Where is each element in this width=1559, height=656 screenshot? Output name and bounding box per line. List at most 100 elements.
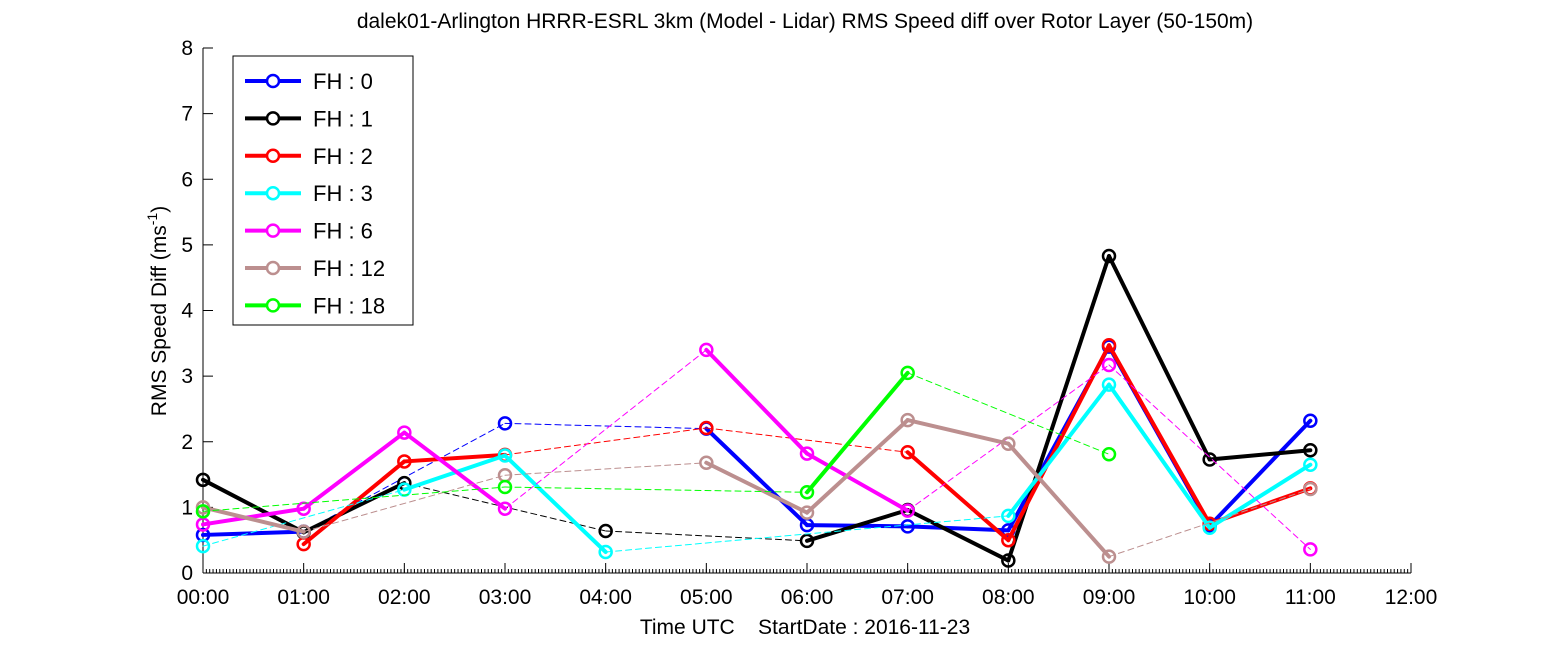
y-tick-label: 8 bbox=[181, 37, 193, 60]
y-tick-label: 1 bbox=[181, 496, 193, 519]
series-segment bbox=[202, 486, 506, 512]
series-segment bbox=[1107, 343, 1212, 526]
data-point bbox=[699, 342, 714, 358]
data-point bbox=[900, 365, 915, 381]
series-segment bbox=[1006, 441, 1111, 559]
y-tick-label: 0 bbox=[181, 562, 193, 585]
data-point bbox=[296, 501, 311, 516]
x-tick-label: 09:00 bbox=[1083, 586, 1136, 609]
y-tick-label: 2 bbox=[181, 431, 193, 454]
x-tick-label: 01:00 bbox=[277, 586, 330, 609]
x-tick-label: 11:00 bbox=[1285, 586, 1336, 609]
x-tick-label: 05:00 bbox=[680, 586, 733, 609]
series-segment bbox=[805, 418, 910, 515]
series-segment bbox=[1107, 254, 1212, 462]
series-segment bbox=[1207, 448, 1313, 462]
series-segment bbox=[1207, 418, 1313, 528]
data-point bbox=[900, 519, 915, 534]
series-segment bbox=[504, 427, 707, 456]
series-segment bbox=[805, 451, 910, 513]
data-point bbox=[1101, 446, 1117, 462]
data-point bbox=[799, 533, 815, 549]
data-point bbox=[1101, 338, 1117, 353]
data-point bbox=[1303, 542, 1318, 557]
chart-title: dalek01-Arlington HRRR-ESRL 3km (Model -… bbox=[357, 10, 1253, 33]
legend-label: FH : 18 bbox=[313, 293, 385, 318]
data-point bbox=[1303, 413, 1318, 428]
data-point bbox=[497, 416, 513, 431]
data-point bbox=[799, 485, 815, 500]
series-segment bbox=[503, 453, 608, 554]
series-segment bbox=[301, 459, 407, 547]
series-segment bbox=[704, 460, 809, 515]
x-tick-label: 07:00 bbox=[881, 586, 934, 609]
series-segment bbox=[905, 450, 1011, 543]
data-point bbox=[397, 454, 412, 469]
y-tick-label: 4 bbox=[181, 300, 193, 323]
data-point bbox=[497, 501, 513, 516]
series-segment bbox=[705, 427, 909, 453]
series-segment bbox=[1006, 343, 1111, 543]
legend-swatch-marker bbox=[265, 111, 281, 126]
plot-area bbox=[195, 248, 1318, 568]
y-axis-label: RMS Speed Diff (ms-1) bbox=[144, 206, 171, 416]
legend-swatch-marker bbox=[265, 260, 281, 276]
series-segment bbox=[201, 477, 306, 535]
legend-label: FH : 6 bbox=[313, 219, 373, 244]
data-point bbox=[397, 482, 412, 497]
legend-swatch-marker bbox=[265, 185, 281, 201]
series-segment bbox=[605, 530, 808, 542]
series-segment bbox=[201, 529, 306, 537]
series-segment bbox=[402, 430, 507, 511]
series-segment bbox=[303, 474, 506, 533]
data-point bbox=[1001, 553, 1016, 568]
data-point bbox=[598, 544, 613, 560]
data-point bbox=[1101, 377, 1117, 392]
series-segment bbox=[201, 506, 306, 527]
legend-box bbox=[232, 55, 414, 326]
data-point bbox=[699, 420, 714, 436]
data-point bbox=[799, 505, 815, 520]
legend-label: FH : 2 bbox=[313, 144, 373, 169]
series-segment bbox=[301, 481, 407, 535]
series-segment bbox=[201, 505, 306, 534]
data-point bbox=[1001, 508, 1016, 524]
series-segment bbox=[805, 508, 910, 543]
data-point bbox=[1202, 520, 1217, 535]
series-segment bbox=[1108, 364, 1311, 550]
y-tick-label: 7 bbox=[181, 103, 193, 126]
data-point bbox=[699, 455, 714, 470]
y-tick-label: 5 bbox=[181, 234, 193, 257]
data-point bbox=[497, 448, 513, 463]
data-point bbox=[397, 425, 412, 440]
series-segment bbox=[905, 508, 1011, 563]
x-tick-label: 08:00 bbox=[982, 586, 1035, 609]
data-point bbox=[1101, 549, 1117, 564]
data-point bbox=[1001, 532, 1016, 548]
legend-label: FH : 1 bbox=[313, 106, 373, 131]
legend-label: FH : 0 bbox=[313, 69, 373, 94]
x-tick-label: 04:00 bbox=[579, 586, 632, 609]
series-segment bbox=[905, 524, 1011, 533]
data-point bbox=[1303, 443, 1318, 458]
series-segment bbox=[504, 486, 808, 493]
data-point bbox=[1001, 436, 1016, 451]
legend: FH : 0 FH : 1 FH : 2 FH : 3 FH : 6 FH : 12 FH … bbox=[232, 55, 414, 326]
y-axis-label-end: ) bbox=[148, 206, 171, 213]
series-segment bbox=[301, 430, 407, 511]
data-point bbox=[1303, 481, 1318, 497]
series-segment bbox=[907, 372, 1110, 455]
series-segment bbox=[504, 462, 707, 476]
series-segment bbox=[605, 515, 1009, 553]
x-tick-label: 00:00 bbox=[177, 586, 230, 609]
y-axis-label-superscript: -1 bbox=[144, 213, 160, 226]
data-point bbox=[900, 445, 915, 460]
series-segment bbox=[1107, 382, 1212, 530]
series-segment bbox=[905, 418, 1011, 446]
data-point bbox=[1202, 452, 1217, 467]
y-axis-label-main: RMS Speed Diff (ms bbox=[148, 225, 171, 416]
data-point bbox=[195, 504, 211, 519]
series-segment bbox=[805, 370, 910, 495]
x-axis-label: Time UTC StartDate : 2016-11-23 bbox=[640, 616, 970, 639]
